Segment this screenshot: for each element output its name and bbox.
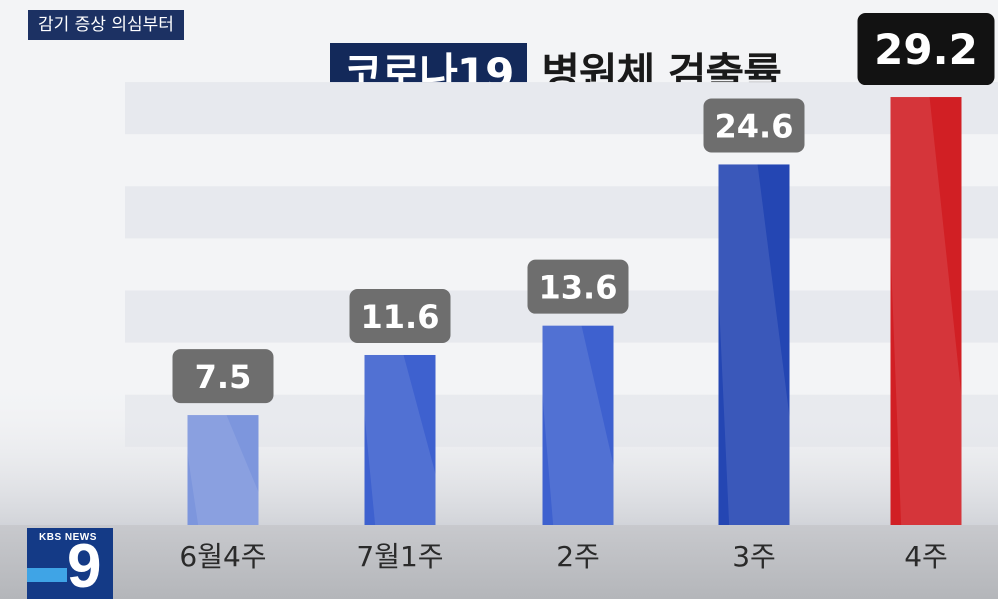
- bar-sheen: [364, 354, 436, 525]
- bar-sheen: [542, 325, 614, 525]
- x-tick-label: 7월1주: [356, 540, 443, 573]
- value-label-box: [703, 98, 805, 153]
- bar-sheen: [890, 97, 962, 525]
- grid-band: [125, 186, 998, 239]
- value-label: 7.5: [195, 358, 252, 396]
- floor-shade: [0, 380, 998, 525]
- bar: [890, 97, 962, 525]
- value-label: 29.2: [874, 25, 978, 74]
- bar: [542, 325, 614, 525]
- value-label-box: [527, 259, 629, 314]
- bar: [187, 415, 259, 525]
- bar-sheen: [718, 164, 790, 526]
- bar-sheen: [187, 415, 259, 525]
- value-label-box: [172, 349, 274, 404]
- value-label-box: [349, 288, 451, 343]
- x-tick-label: 6월4주: [179, 540, 266, 573]
- logo-stripe: [27, 568, 67, 582]
- x-tick-label: 4주: [904, 540, 948, 573]
- x-tick-label: 2주: [556, 540, 600, 573]
- value-label: 24.6: [715, 107, 794, 145]
- kbs-news9-logo: KBS NEWS 9: [27, 528, 113, 599]
- topic-tag: 감기 증상 의심부터: [28, 10, 184, 40]
- grid-band: [125, 82, 998, 135]
- logo-text: KBS NEWS: [39, 532, 97, 543]
- value-label: 11.6: [361, 298, 440, 336]
- bar: [718, 164, 790, 526]
- bar: [364, 354, 436, 525]
- x-axis-band: [0, 525, 998, 599]
- logo-number: 9: [67, 532, 102, 599]
- value-label: 13.6: [539, 269, 618, 307]
- x-tick-label: 3주: [732, 540, 776, 573]
- value-label-box: [857, 13, 995, 86]
